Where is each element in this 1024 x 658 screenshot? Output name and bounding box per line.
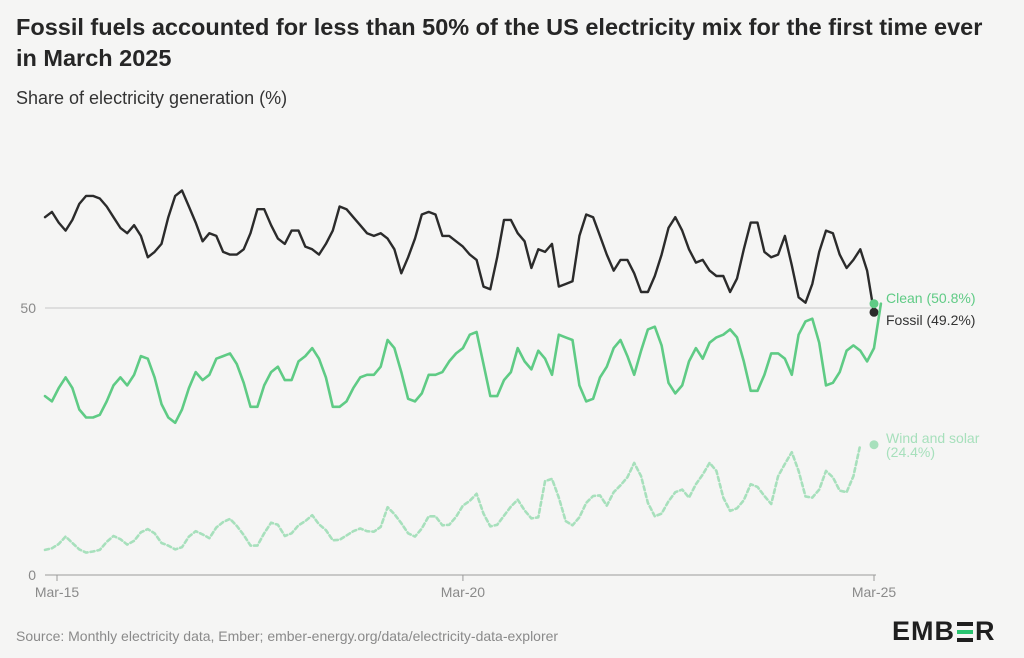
- x-tick-label: Mar-25: [852, 584, 897, 600]
- series-line-wind_solar: [43, 443, 862, 554]
- y-tick-label: 50: [20, 300, 36, 316]
- line-chart: 0 50 Mar-15 Mar-20 Mar-25 Clean (50.8%) Foss…: [20, 189, 980, 600]
- x-tick-label: Mar-15: [35, 584, 80, 600]
- x-axis: Mar-15 Mar-20 Mar-25: [35, 575, 897, 600]
- end-point-fossil: [869, 307, 879, 317]
- end-label-wind-solar: Wind and solar (24.4%): [886, 430, 980, 460]
- end-point-clean: [869, 299, 879, 309]
- logo-e-icon: [957, 621, 973, 642]
- y-grid: 0 50: [20, 300, 876, 583]
- chart-title: Fossil fuels accounted for less than 50%…: [16, 14, 983, 71]
- series-line-fossil: [43, 189, 876, 314]
- x-tick-label: Mar-20: [441, 584, 486, 600]
- plot-area: [43, 189, 883, 554]
- source-note: Source: Monthly electricity data, Ember;…: [16, 628, 559, 644]
- chart-subtitle: Share of electricity generation (%): [16, 88, 288, 108]
- end-labels: Clean (50.8%) Fossil (49.2%) Wind and sola…: [886, 290, 980, 460]
- end-point-wind_solar: [869, 440, 879, 450]
- series-line-clean: [43, 302, 883, 425]
- end-label-clean: Clean (50.8%): [886, 290, 976, 306]
- y-tick-label: 0: [28, 567, 36, 583]
- end-label-fossil: Fossil (49.2%): [886, 312, 975, 328]
- ember-logo: EMB R: [892, 616, 996, 646]
